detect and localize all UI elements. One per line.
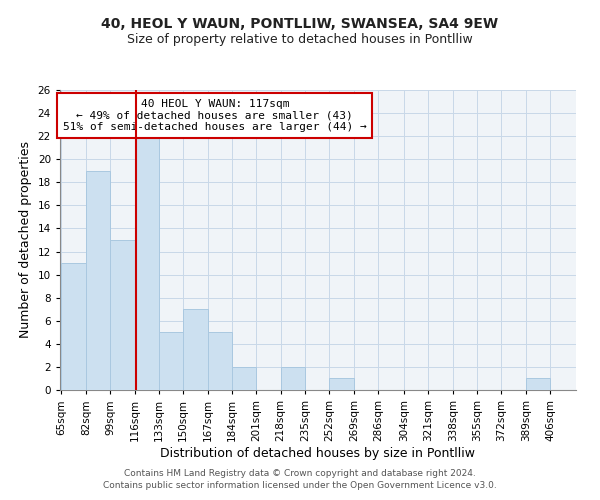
Bar — [86, 171, 110, 390]
Bar — [329, 378, 354, 390]
Bar — [232, 367, 256, 390]
Text: Size of property relative to detached houses in Pontlliw: Size of property relative to detached ho… — [127, 32, 473, 46]
Bar — [281, 367, 305, 390]
Bar — [110, 240, 134, 390]
Bar — [183, 309, 208, 390]
X-axis label: Distribution of detached houses by size in Pontlliw: Distribution of detached houses by size … — [161, 446, 476, 460]
Text: 40, HEOL Y WAUN, PONTLLIW, SWANSEA, SA4 9EW: 40, HEOL Y WAUN, PONTLLIW, SWANSEA, SA4 … — [101, 18, 499, 32]
Bar — [526, 378, 550, 390]
Bar — [159, 332, 183, 390]
Text: Contains HM Land Registry data © Crown copyright and database right 2024.: Contains HM Land Registry data © Crown c… — [124, 468, 476, 477]
Text: 40 HEOL Y WAUN: 117sqm
← 49% of detached houses are smaller (43)
51% of semi-det: 40 HEOL Y WAUN: 117sqm ← 49% of detached… — [63, 99, 367, 132]
Bar — [208, 332, 232, 390]
Y-axis label: Number of detached properties: Number of detached properties — [19, 142, 32, 338]
Bar — [61, 263, 86, 390]
Text: Contains public sector information licensed under the Open Government Licence v3: Contains public sector information licen… — [103, 481, 497, 490]
Bar — [134, 136, 159, 390]
